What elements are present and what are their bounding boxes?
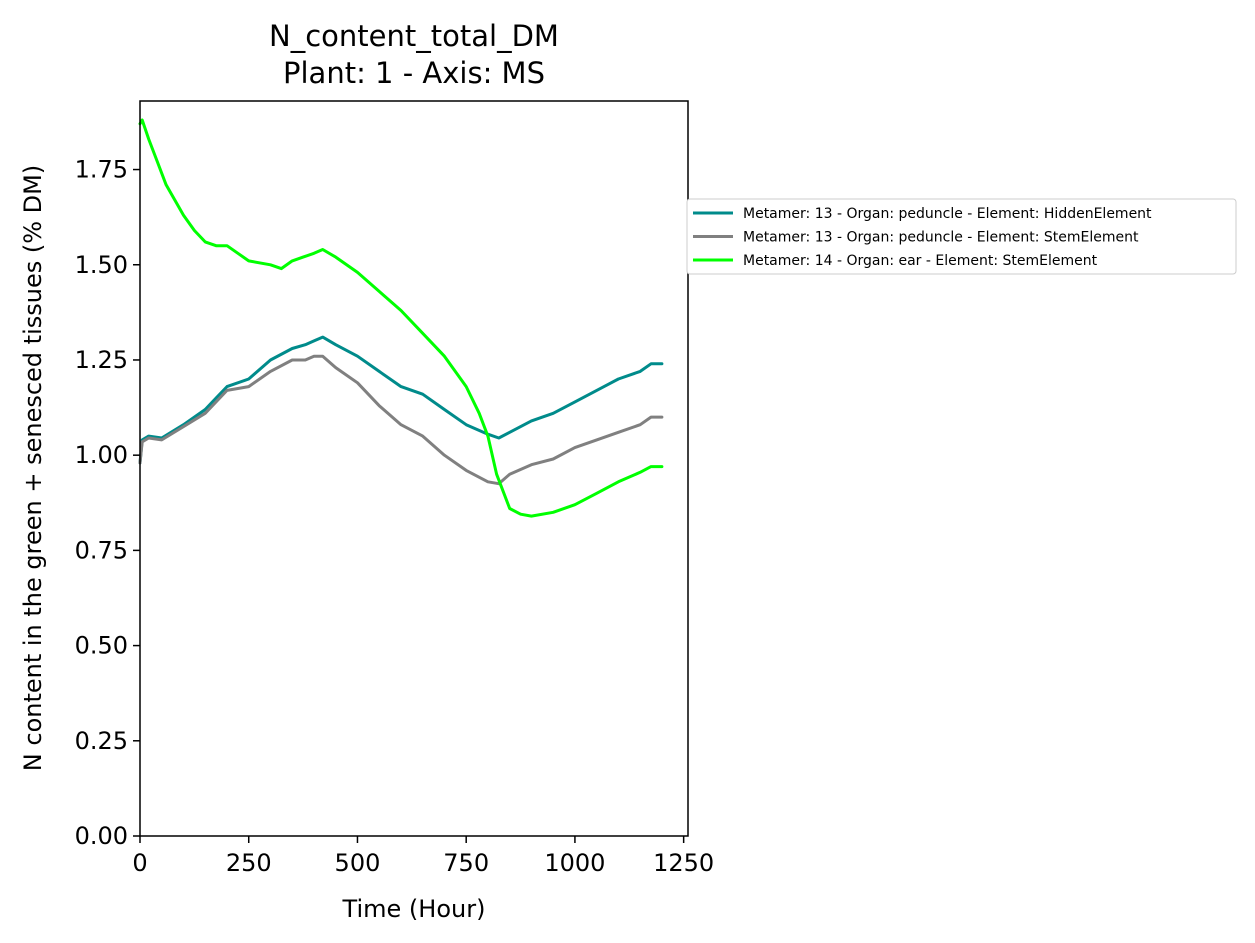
y-tick-label: 1.25: [75, 346, 128, 374]
x-axis-label: Time (Hour): [342, 895, 486, 923]
series-line-1: [138, 335, 664, 465]
x-tick-label: 0: [132, 849, 147, 877]
legend-label-1: Metamer: 13 - Organ: peduncle - Element:…: [743, 206, 1152, 222]
y-tick-label: 0.25: [75, 727, 128, 755]
y-tick-label: 1.00: [75, 441, 128, 469]
x-tick-label: 250: [226, 849, 272, 877]
chart-title: N_content_total_DM: [269, 19, 559, 53]
legend: Metamer: 13 - Organ: peduncle - Element:…: [686, 198, 1237, 275]
y-tick-label: 0.50: [75, 632, 128, 660]
series-line-2: [138, 354, 664, 486]
x-tick-label: 750: [443, 849, 489, 877]
y-tick-label: 0.00: [75, 822, 128, 850]
plot-area: [138, 118, 664, 518]
x-tick-label: 1000: [544, 849, 605, 877]
legend-label-3: Metamer: 14 - Organ: ear - Element: Stem…: [743, 253, 1098, 269]
y-axis: 0.00 0.25 0.50 0.75 1.00 1.25 1.50 1.75: [75, 156, 140, 850]
legend-frame: [686, 198, 1237, 275]
series-line-3: [138, 118, 664, 518]
plot-frame: [139, 100, 689, 837]
chart-subtitle: Plant: 1 - Axis: MS: [283, 56, 545, 90]
legend-label-2: Metamer: 13 - Organ: peduncle - Element:…: [743, 230, 1139, 246]
y-tick-label: 1.75: [75, 156, 128, 184]
y-tick-label: 0.75: [75, 536, 128, 564]
y-axis-label: N content in the green + senesced tissue…: [19, 165, 47, 771]
y-tick-label: 1.50: [75, 251, 128, 279]
x-tick-label: 500: [335, 849, 381, 877]
x-tick-label: 1250: [653, 849, 714, 877]
x-axis: 0 250 500 750 1000 1250: [132, 836, 714, 877]
